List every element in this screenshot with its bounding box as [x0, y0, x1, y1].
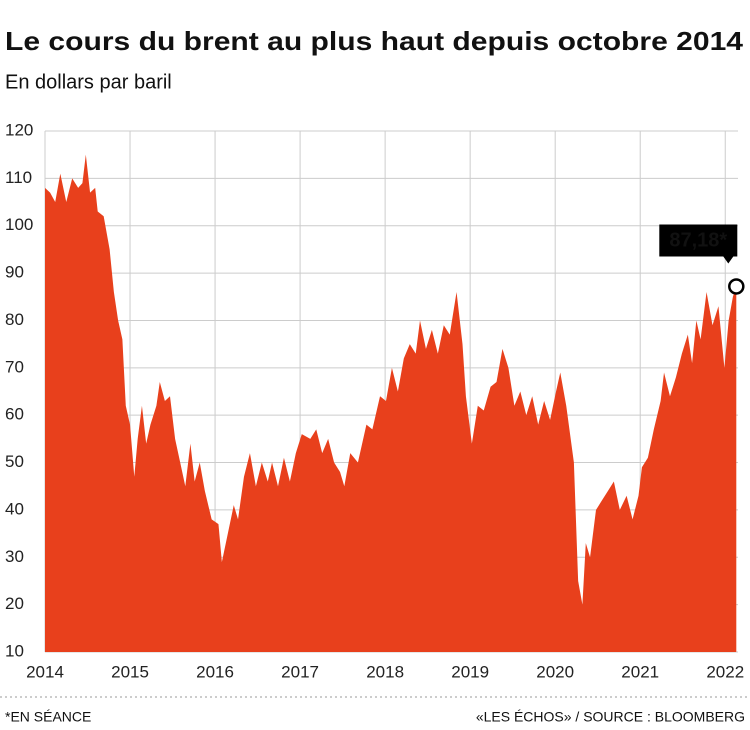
y-tick-label: 90 [5, 263, 24, 282]
x-tick-label: 2019 [451, 662, 489, 681]
source: «LES ÉCHOS» / SOURCE : BLOOMBERG [476, 709, 745, 725]
y-tick-label: 60 [5, 405, 24, 424]
y-tick-label: 10 [5, 641, 24, 660]
y-tick-label: 40 [5, 499, 24, 518]
x-tick-label: 2014 [26, 662, 64, 681]
footnote: *EN SÉANCE [5, 709, 91, 725]
chart-title: Le cours du brent au plus haut depuis oc… [5, 26, 744, 56]
x-tick-label: 2016 [196, 662, 234, 681]
annotation-label: 87,18* [669, 230, 727, 252]
x-tick-label: 2018 [366, 662, 404, 681]
x-tick-label: 2020 [536, 662, 574, 681]
y-tick-label: 100 [5, 215, 33, 234]
x-tick-label: 2017 [281, 662, 319, 681]
y-tick-label: 30 [5, 547, 24, 566]
y-tick-label: 70 [5, 357, 24, 376]
chart-subtitle: En dollars par baril [5, 71, 172, 93]
area [45, 154, 737, 652]
y-tick-label: 120 [5, 120, 33, 139]
y-tick-label: 110 [5, 168, 32, 187]
annotation-box [659, 224, 738, 264]
highlight-point [728, 278, 745, 295]
x-tick-label: 2022 [706, 662, 744, 681]
y-tick-label: 20 [5, 594, 24, 613]
x-tick-label: 2021 [621, 662, 659, 681]
y-tick-label: 80 [5, 310, 24, 329]
y-tick-label: 50 [5, 452, 24, 471]
x-tick-label: 2015 [111, 662, 149, 681]
